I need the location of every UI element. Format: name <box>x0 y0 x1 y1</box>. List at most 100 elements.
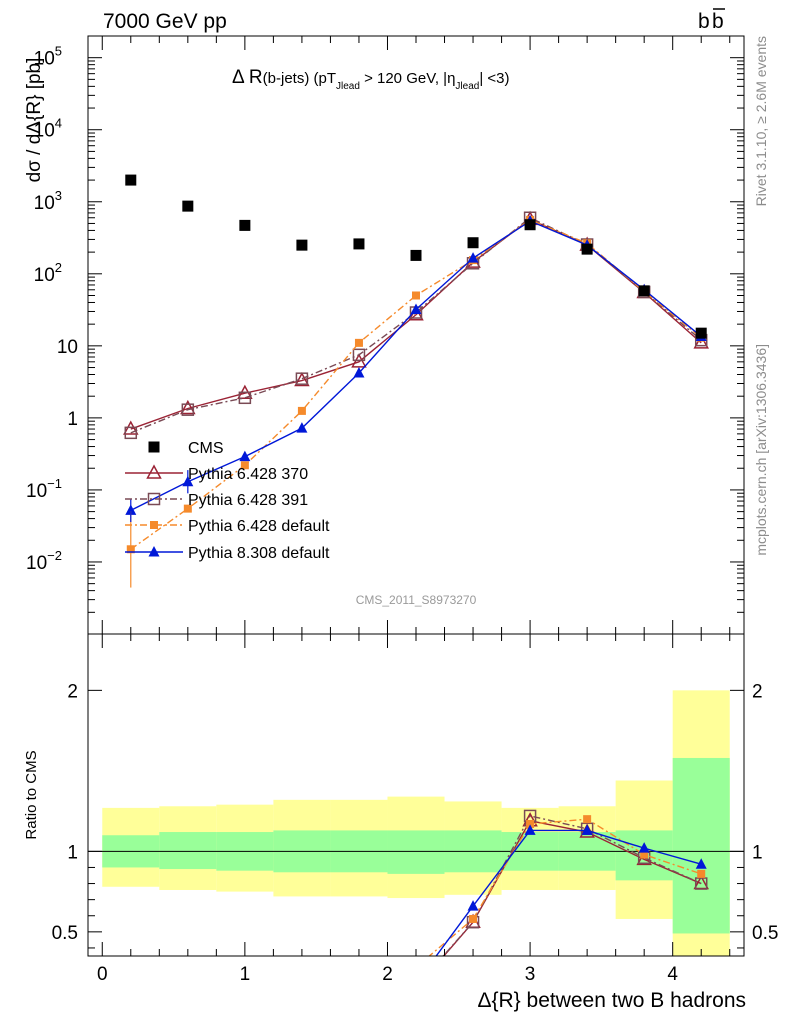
data-point <box>183 504 192 513</box>
main-y-tick-label: 1 <box>67 409 78 430</box>
data-point <box>182 200 194 212</box>
data-point <box>354 338 363 347</box>
header-bbar: b <box>712 10 724 33</box>
x-tick-label: 2 <box>382 964 393 985</box>
legend-marker <box>148 441 160 453</box>
ratio-line <box>435 829 702 956</box>
main-y-tick-label: 103 <box>34 188 62 214</box>
ratio-point <box>583 815 592 824</box>
legend-marker <box>147 492 161 506</box>
legend-entry: Pythia 8.308 default <box>125 545 330 562</box>
data-point <box>353 238 365 250</box>
x-axis-label: Δ{R} between two B hadrons <box>477 989 746 1012</box>
ratio-point <box>695 858 707 869</box>
ratio-point <box>638 842 650 853</box>
error-bars <box>130 470 189 588</box>
mcplots-label: mcplots.cern.ch [arXiv:1306.3436] <box>753 344 769 556</box>
ratio-y-tick-label-right: 0.5 <box>752 923 778 944</box>
ratio-ticks: 0 1 2 3 4 0.5 0.5 1 1 2 2 <box>52 634 778 985</box>
ratio-point <box>467 900 479 911</box>
data-point <box>353 366 365 378</box>
legend-entry: Pythia 6.428 default <box>125 518 330 535</box>
series-line <box>130 218 702 430</box>
data-point <box>125 174 137 186</box>
x-tick-label: 3 <box>525 964 536 985</box>
data-point <box>581 243 593 255</box>
data-point <box>524 219 536 231</box>
series-line <box>130 216 702 434</box>
main-y-tick-label: 105 <box>34 44 62 70</box>
data-point <box>296 239 308 251</box>
data-point <box>297 406 306 415</box>
data-point <box>239 450 251 462</box>
legend-marker <box>150 521 158 529</box>
ratio-y-tick-label: 2 <box>67 681 78 702</box>
ratio-point <box>694 877 708 890</box>
ratio-point <box>697 869 706 878</box>
data-point <box>693 334 709 349</box>
inner-band <box>387 830 445 874</box>
inner-band <box>159 832 217 870</box>
x-tick-label: 0 <box>97 964 108 985</box>
ratio-point <box>526 819 535 828</box>
legend-label: Pythia 6.428 default <box>188 518 330 535</box>
ratio-series <box>428 809 709 956</box>
data-point <box>295 372 309 385</box>
main-plot-area <box>123 174 709 588</box>
ratio-y-tick-label-right: 1 <box>752 842 763 863</box>
x-tick-label: 4 <box>667 964 678 985</box>
main-y-tick-label: 10−2 <box>26 548 62 574</box>
rivet-label: Rivet 3.1.10, ≥ 2.6M events <box>753 36 769 206</box>
series-pythia-6-428-391 <box>124 211 708 440</box>
main-y-tick-label: 10−1 <box>26 476 62 502</box>
legend-label: Pythia 6.428 391 <box>188 492 308 509</box>
header-b: b <box>698 10 710 33</box>
data-point <box>467 252 479 263</box>
legend-label: Pythia 6.428 370 <box>188 466 308 483</box>
data-point <box>239 219 251 231</box>
series-pythia-6-428-370 <box>123 210 709 435</box>
analysis-watermark: CMS_2011_S8973270 <box>356 593 477 607</box>
ratio-plot-area <box>88 690 744 956</box>
data-point <box>238 391 252 405</box>
ratio-line <box>428 818 702 956</box>
ratio-point <box>469 914 478 923</box>
header-left: 7000 GeV pp <box>103 10 227 33</box>
main-title: Δ R(b-jets) (pTJlead > 120 GeV, |ηJlead|… <box>232 67 510 92</box>
ratio-panel: 0 1 2 3 4 0.5 0.5 1 1 2 2 Ratio to CMS Δ{R} betwee… <box>23 633 778 1012</box>
data-point <box>240 461 249 470</box>
data-point <box>296 422 308 433</box>
header-right: b b <box>698 8 725 33</box>
legend-label: CMS <box>188 440 224 457</box>
inner-band <box>672 757 730 934</box>
ratio-line <box>442 815 702 956</box>
legend-entry: Pythia 6.428 391 <box>125 492 308 509</box>
uncertainty-bands <box>102 690 730 956</box>
data-point <box>410 249 422 261</box>
ratio-point <box>581 824 593 835</box>
main-y-tick-label: 102 <box>34 260 62 286</box>
ratio-y-axis-label: Ratio to CMS <box>23 750 40 839</box>
legend-entry: Pythia 6.428 370 <box>125 464 308 483</box>
ratio-point <box>524 824 536 835</box>
legend-label: Pythia 8.308 default <box>188 545 330 562</box>
data-point <box>124 426 138 440</box>
legend: CMS Pythia 6.428 370 Pythia 6.428 391 Pythi… <box>125 440 330 562</box>
ratio-pythia-8-308-default <box>435 824 707 956</box>
data-point <box>695 327 707 339</box>
x-tick-label: 1 <box>240 964 251 985</box>
data-point <box>180 399 196 415</box>
data-point <box>410 303 422 314</box>
legend-entry: CMS <box>148 440 224 457</box>
legend-marker <box>148 546 160 557</box>
legend-marker <box>146 464 162 479</box>
data-point <box>467 237 479 249</box>
data-point <box>181 403 195 416</box>
main-y-tick-label: 104 <box>34 116 62 142</box>
data-point <box>412 291 420 300</box>
main-y-axis-label: dσ / dΔ{R} [pb] <box>24 58 45 183</box>
ratio-y-tick-label: 1 <box>67 842 78 863</box>
